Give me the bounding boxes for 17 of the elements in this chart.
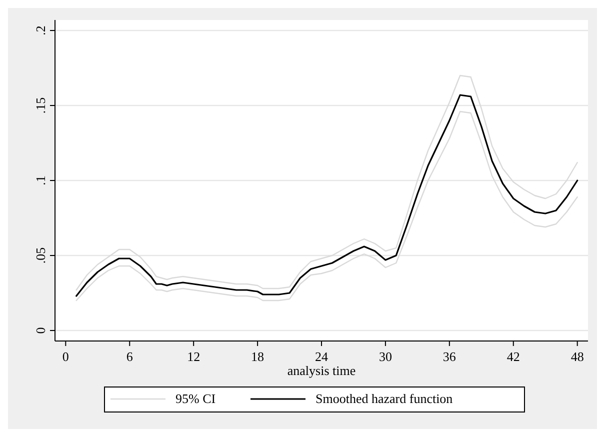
x-tick-label: 0 (62, 349, 69, 364)
y-tick-label: 0 (33, 327, 48, 334)
x-tick-label: 12 (187, 349, 200, 364)
x-axis-title: analysis time (287, 363, 356, 378)
x-tick-label: 6 (126, 349, 134, 364)
y-tick-label: .2 (33, 26, 48, 36)
x-tick-label: 48 (570, 349, 584, 364)
y-tick-label: .15 (33, 97, 48, 114)
x-tick-label: 18 (251, 349, 264, 364)
x-tick-label: 30 (378, 349, 392, 364)
legend-label: 95% CI (176, 391, 216, 406)
x-tick-label: 36 (442, 349, 456, 364)
y-tick-label: .1 (33, 176, 48, 186)
x-tick-label: 24 (315, 349, 328, 364)
x-tick-label: 42 (506, 349, 520, 364)
legend-label: Smoothed hazard function (316, 391, 454, 406)
y-tick-label: .05 (33, 247, 48, 264)
